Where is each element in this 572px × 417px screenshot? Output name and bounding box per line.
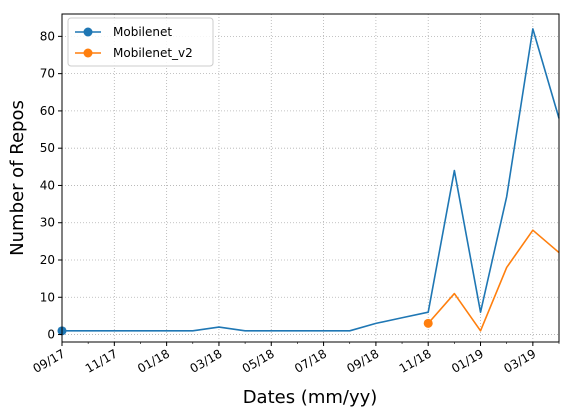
series-line-mobilenet bbox=[62, 28, 560, 332]
y-tick-label: 10 bbox=[40, 290, 55, 304]
y-tick-label: 50 bbox=[40, 141, 55, 155]
x-tick-label: 03/19 bbox=[501, 346, 538, 375]
x-axis: 09/17 11/17 01/18 03/18 05/18 07/18 09/18 11/18… bbox=[31, 342, 560, 376]
x-tick-label: 11/17 bbox=[83, 346, 120, 375]
grid bbox=[61, 14, 559, 342]
legend-label-mobilenet: Mobilenet bbox=[113, 25, 172, 39]
legend-box bbox=[67, 17, 214, 67]
y-tick-label: 30 bbox=[40, 216, 55, 230]
x-tick-label: 05/18 bbox=[240, 346, 277, 375]
series-line-mobilenet-v2 bbox=[427, 229, 560, 332]
x-tick-label: 01/18 bbox=[135, 346, 172, 375]
legend-marker-mobilenet-v2 bbox=[83, 48, 93, 58]
y-tick-label: 40 bbox=[40, 178, 55, 192]
y-tick-label: 60 bbox=[40, 104, 55, 118]
y-tick-label: 80 bbox=[40, 29, 55, 43]
series-layer bbox=[57, 28, 560, 336]
x-tick-label: 01/19 bbox=[449, 346, 486, 375]
y-axis-title: Number of Repos bbox=[7, 100, 28, 256]
y-tick-label: 20 bbox=[40, 253, 55, 267]
y-tick-label: 0 bbox=[47, 328, 55, 342]
series-marker-mobilenet-v2 bbox=[423, 318, 433, 328]
plot-frame bbox=[61, 13, 560, 343]
y-tick-label: 70 bbox=[40, 67, 55, 81]
legend: Mobilenet Mobilenet_v2 bbox=[67, 17, 214, 67]
x-axis-title: Dates (mm/yy) bbox=[243, 387, 378, 408]
x-tick-label: 11/18 bbox=[397, 346, 434, 375]
legend-marker-mobilenet bbox=[83, 27, 93, 37]
y-axis: 0 10 20 30 40 50 60 70 80 bbox=[40, 29, 62, 342]
x-tick-label: 07/18 bbox=[292, 346, 329, 375]
x-tick-label: 09/17 bbox=[31, 346, 68, 375]
x-tick-label: 03/18 bbox=[187, 346, 224, 375]
x-tick-label: 09/18 bbox=[344, 346, 381, 375]
legend-label-mobilenet-v2: Mobilenet_v2 bbox=[113, 46, 193, 60]
